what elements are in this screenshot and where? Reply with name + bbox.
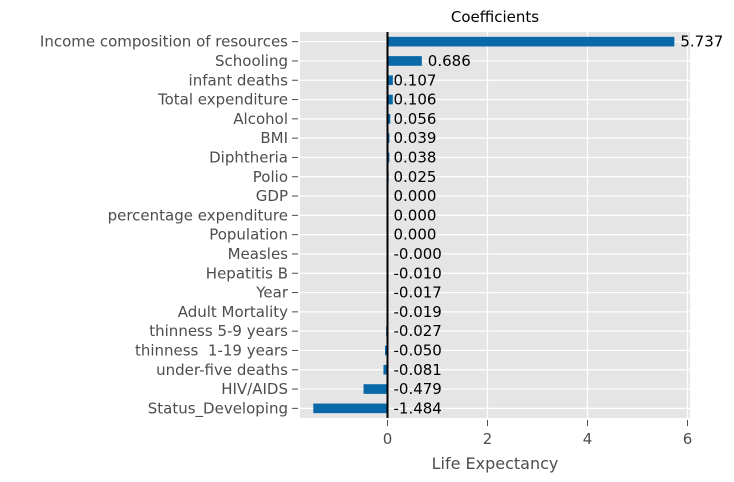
x-tick-label: 6	[683, 430, 693, 448]
data-label: 0.025	[394, 168, 437, 186]
data-label: -0.019	[394, 303, 442, 321]
category-label: Alcohol	[233, 110, 288, 128]
category-label: Total expenditure	[157, 91, 288, 109]
bar	[383, 364, 388, 375]
category-label: thinness 1-19 years	[135, 341, 288, 359]
data-label: 0.000	[394, 187, 437, 205]
data-label: 0.106	[394, 91, 437, 109]
category-label: GDP	[256, 187, 288, 205]
bar	[385, 345, 388, 356]
bar	[387, 56, 422, 66]
bar	[363, 384, 388, 394]
data-label: 0.000	[394, 206, 437, 224]
data-label: -0.479	[394, 380, 442, 398]
chart-title: Coefficients	[451, 8, 539, 26]
category-label: Adult Mortality	[178, 303, 288, 321]
category-label: percentage expenditure	[108, 206, 288, 224]
bar	[313, 403, 388, 414]
x-tick-label: 0	[383, 430, 393, 448]
category-label: Year	[255, 284, 289, 302]
x-tick-label: 4	[583, 430, 593, 448]
category-label: under-five deaths	[156, 361, 288, 379]
bar	[387, 36, 675, 47]
data-label: 0.038	[394, 148, 437, 166]
category-label: HIV/AIDS	[221, 380, 288, 398]
data-label: -0.000	[394, 245, 442, 263]
gridlines	[300, 32, 690, 418]
data-label: 0.107	[394, 71, 437, 89]
data-label: -0.010	[394, 264, 442, 282]
category-label: Polio	[253, 168, 288, 186]
category-label: BMI	[260, 129, 288, 147]
category-label: Population	[209, 226, 288, 244]
category-label: thinness 5-9 years	[149, 322, 288, 340]
category-label: Schooling	[215, 52, 288, 70]
category-label: Income composition of resources	[40, 33, 288, 51]
data-label: -1.484	[394, 399, 442, 417]
plot-area	[300, 32, 690, 418]
category-label: infant deaths	[189, 71, 289, 89]
data-label: 0.000	[394, 226, 437, 244]
category-label: Status_Developing	[148, 399, 288, 418]
data-label: 0.039	[394, 129, 437, 147]
data-label: 0.056	[394, 110, 437, 128]
category-label: Hepatitis B	[206, 264, 288, 282]
data-label: 5.737	[680, 33, 723, 51]
data-label: -0.081	[394, 361, 442, 379]
bar	[387, 114, 391, 124]
data-label: 0.686	[428, 52, 471, 70]
x-tick-labels: 0 2 4 6	[383, 420, 693, 448]
data-label: -0.017	[394, 284, 442, 302]
x-axis-label: Life Expectancy	[432, 454, 559, 473]
x-tick-label: 2	[483, 430, 493, 448]
bar	[387, 94, 393, 105]
category-label: Diphtheria	[209, 148, 288, 166]
data-label: -0.027	[394, 322, 442, 340]
data-label: -0.050	[394, 341, 442, 359]
bar	[387, 75, 393, 86]
y-tick-labels: Income composition of resourcesSchooling…	[40, 33, 298, 418]
category-label: Measles	[228, 245, 289, 263]
